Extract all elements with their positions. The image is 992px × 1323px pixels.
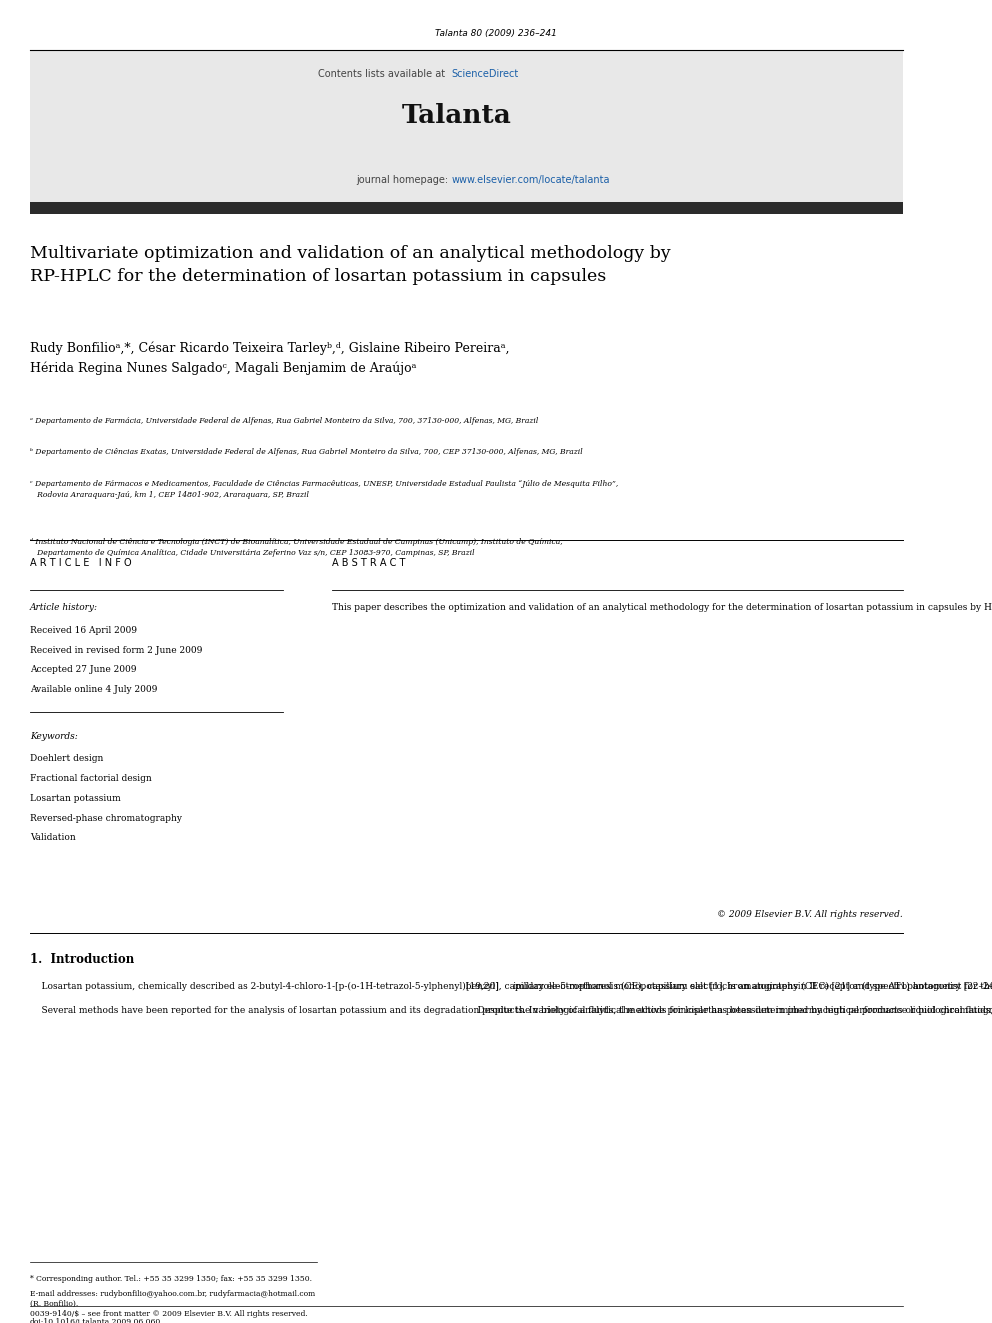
Text: Reversed-phase chromatography: Reversed-phase chromatography <box>30 814 182 823</box>
Text: ᶜ Departamento de Fármacos e Medicamentos, Faculdade de Ciências Farmacêuticas, : ᶜ Departamento de Fármacos e Medicamento… <box>30 480 618 499</box>
FancyBboxPatch shape <box>30 50 903 214</box>
Text: ScienceDirect: ScienceDirect <box>451 69 519 79</box>
Text: Talanta 80 (2009) 236–241: Talanta 80 (2009) 236–241 <box>435 29 557 38</box>
Text: Losartan potassium, chemically described as 2-butyl-4-chloro-1-[p-(o-1H-tetrazol: Losartan potassium, chemically described… <box>30 982 992 1015</box>
Text: Losartan potassium: Losartan potassium <box>30 794 120 803</box>
Text: Keywords:: Keywords: <box>30 732 77 741</box>
Text: Received 16 April 2009: Received 16 April 2009 <box>30 626 137 635</box>
Text: Article history:: Article history: <box>30 603 98 613</box>
Text: E-mail addresses: rudybonfilio@yahoo.com.br, rudyfarmacia@hotmail.com
(R. Bonfil: E-mail addresses: rudybonfilio@yahoo.com… <box>30 1290 315 1307</box>
Text: 0039-9140/$ – see front matter © 2009 Elsevier B.V. All rights reserved.: 0039-9140/$ – see front matter © 2009 El… <box>30 1310 308 1318</box>
Text: Available online 4 July 2009: Available online 4 July 2009 <box>30 685 157 695</box>
Text: journal homepage:: journal homepage: <box>356 175 451 185</box>
Text: A B S T R A C T: A B S T R A C T <box>332 558 406 569</box>
Text: ᵈ Instituto Nacional de Ciência e Tecnologia (INCT) de Bioanalítica, Universidad: ᵈ Instituto Nacional de Ciência e Tecnol… <box>30 538 562 557</box>
Text: Accepted 27 June 2009: Accepted 27 June 2009 <box>30 665 136 675</box>
Text: 1.  Introduction: 1. Introduction <box>30 953 134 966</box>
Text: doi:10.1016/j.talanta.2009.06.060: doi:10.1016/j.talanta.2009.06.060 <box>30 1318 161 1323</box>
Text: [19,20], capillary electrophoresis (CE), capillary electrochromatography (CEC) [: [19,20], capillary electrophoresis (CE),… <box>466 982 992 1015</box>
Text: Validation: Validation <box>30 833 75 843</box>
Text: Fractional factorial design: Fractional factorial design <box>30 774 152 783</box>
Text: www.elsevier.com/locate/talanta: www.elsevier.com/locate/talanta <box>451 175 610 185</box>
Text: ᵃ Departamento de Farmácia, Universidade Federal de Alfenas, Rua Gabriel Monteir: ᵃ Departamento de Farmácia, Universidade… <box>30 417 538 425</box>
Text: Doehlert design: Doehlert design <box>30 754 103 763</box>
Text: Contents lists available at: Contents lists available at <box>318 69 451 79</box>
Text: Talanta: Talanta <box>402 103 511 128</box>
Text: * Corresponding author. Tel.: +55 35 3299 1350; fax: +55 35 3299 1350.: * Corresponding author. Tel.: +55 35 329… <box>30 1275 311 1283</box>
Text: A R T I C L E   I N F O: A R T I C L E I N F O <box>30 558 131 569</box>
Text: Multivariate optimization and validation of an analytical methodology by
RP-HPLC: Multivariate optimization and validation… <box>30 245 671 286</box>
Text: Received in revised form 2 June 2009: Received in revised form 2 June 2009 <box>30 646 202 655</box>
Text: Rudy Bonfilioᵃ,*, César Ricardo Teixeira Tarleyᵇ,ᵈ, Gislaine Ribeiro Pereiraᵃ,
H: Rudy Bonfilioᵃ,*, César Ricardo Teixeira… <box>30 341 509 374</box>
Text: ᵇ Departamento de Ciências Exatas, Universidade Federal de Alfenas, Rua Gabriel : ᵇ Departamento de Ciências Exatas, Unive… <box>30 448 582 456</box>
FancyBboxPatch shape <box>30 202 903 214</box>
Text: © 2009 Elsevier B.V. All rights reserved.: © 2009 Elsevier B.V. All rights reserved… <box>717 910 903 919</box>
Text: This paper describes the optimization and validation of an analytical methodolog: This paper describes the optimization an… <box>332 603 992 613</box>
